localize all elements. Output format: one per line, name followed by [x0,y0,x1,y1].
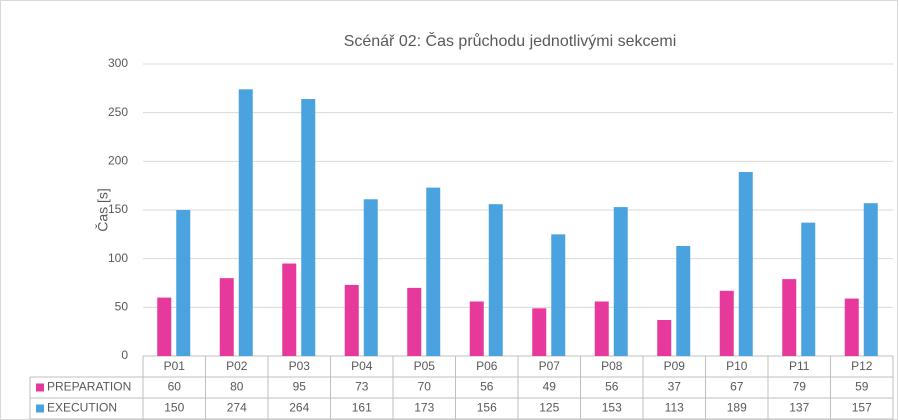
bar [282,263,297,356]
bar [176,210,191,356]
bar [676,246,691,356]
legend-swatch [36,383,44,392]
bar [782,279,797,356]
table-value: 274 [227,401,247,415]
bar [594,301,609,356]
x-tick-label: P03 [289,359,311,373]
bar [844,298,859,356]
bar [157,297,172,356]
bar [426,187,441,356]
table-value: 189 [727,401,747,415]
y-tick-label: 150 [108,202,128,216]
bar [719,290,734,356]
table-value: 37 [668,380,682,394]
y-axis-label: Čas [s] [95,188,111,232]
table-value: 67 [730,380,744,394]
legend-label: PREPARATION [47,380,131,394]
bar [238,89,253,356]
table-value: 79 [793,380,807,394]
table-value: 56 [480,380,494,394]
bar [407,287,422,356]
y-tick-label: 50 [115,300,129,314]
bar [613,207,628,356]
x-tick-label: P10 [726,359,748,373]
table-value: 80 [230,380,244,394]
y-tick-label: 250 [108,105,128,119]
x-tick-label: P02 [226,359,248,373]
legend-label: EXECUTION [47,401,117,415]
table-value: 125 [539,401,559,415]
bar [801,222,816,356]
x-tick-label: P08 [601,359,623,373]
y-tick-label: 200 [108,154,128,168]
bar [863,203,878,356]
table-value: 60 [168,380,182,394]
x-tick-label: P09 [664,359,686,373]
bar [738,172,753,356]
table-value: 70 [418,380,432,394]
bar [301,99,316,356]
table-value: 137 [789,401,809,415]
table-value: 73 [355,380,369,394]
y-tick-label: 300 [108,56,128,70]
table-value: 173 [414,401,434,415]
y-tick-label: 100 [108,251,128,265]
table-value: 113 [665,401,684,415]
chart-title: Scénář 02: Čas průchodu jednotlivými sek… [344,31,677,50]
legend-swatch [36,404,44,413]
table-value: 153 [602,401,622,415]
table-value: 56 [605,380,619,394]
x-tick-label: P12 [851,359,873,373]
x-tick-label: P11 [789,359,810,373]
table-value: 264 [289,401,309,415]
bar [488,204,503,356]
table-value: 156 [477,401,497,415]
bar [532,308,547,356]
y-tick-label: 0 [121,348,128,362]
bar [219,278,234,356]
table-value: 161 [352,401,372,415]
bar [657,319,672,356]
table-value: 150 [164,401,184,415]
bar [363,199,378,356]
table-value: 157 [852,401,872,415]
bar [344,284,359,356]
table-value: 59 [855,380,869,394]
x-tick-label: P07 [539,359,561,373]
table-value: 49 [543,380,557,394]
x-tick-label: P04 [351,359,373,373]
x-tick-label: P05 [414,359,436,373]
x-tick-label: P01 [164,359,186,373]
bar [469,301,484,356]
x-tick-label: P06 [476,359,498,373]
table-value: 95 [293,380,307,394]
bar [551,234,566,356]
